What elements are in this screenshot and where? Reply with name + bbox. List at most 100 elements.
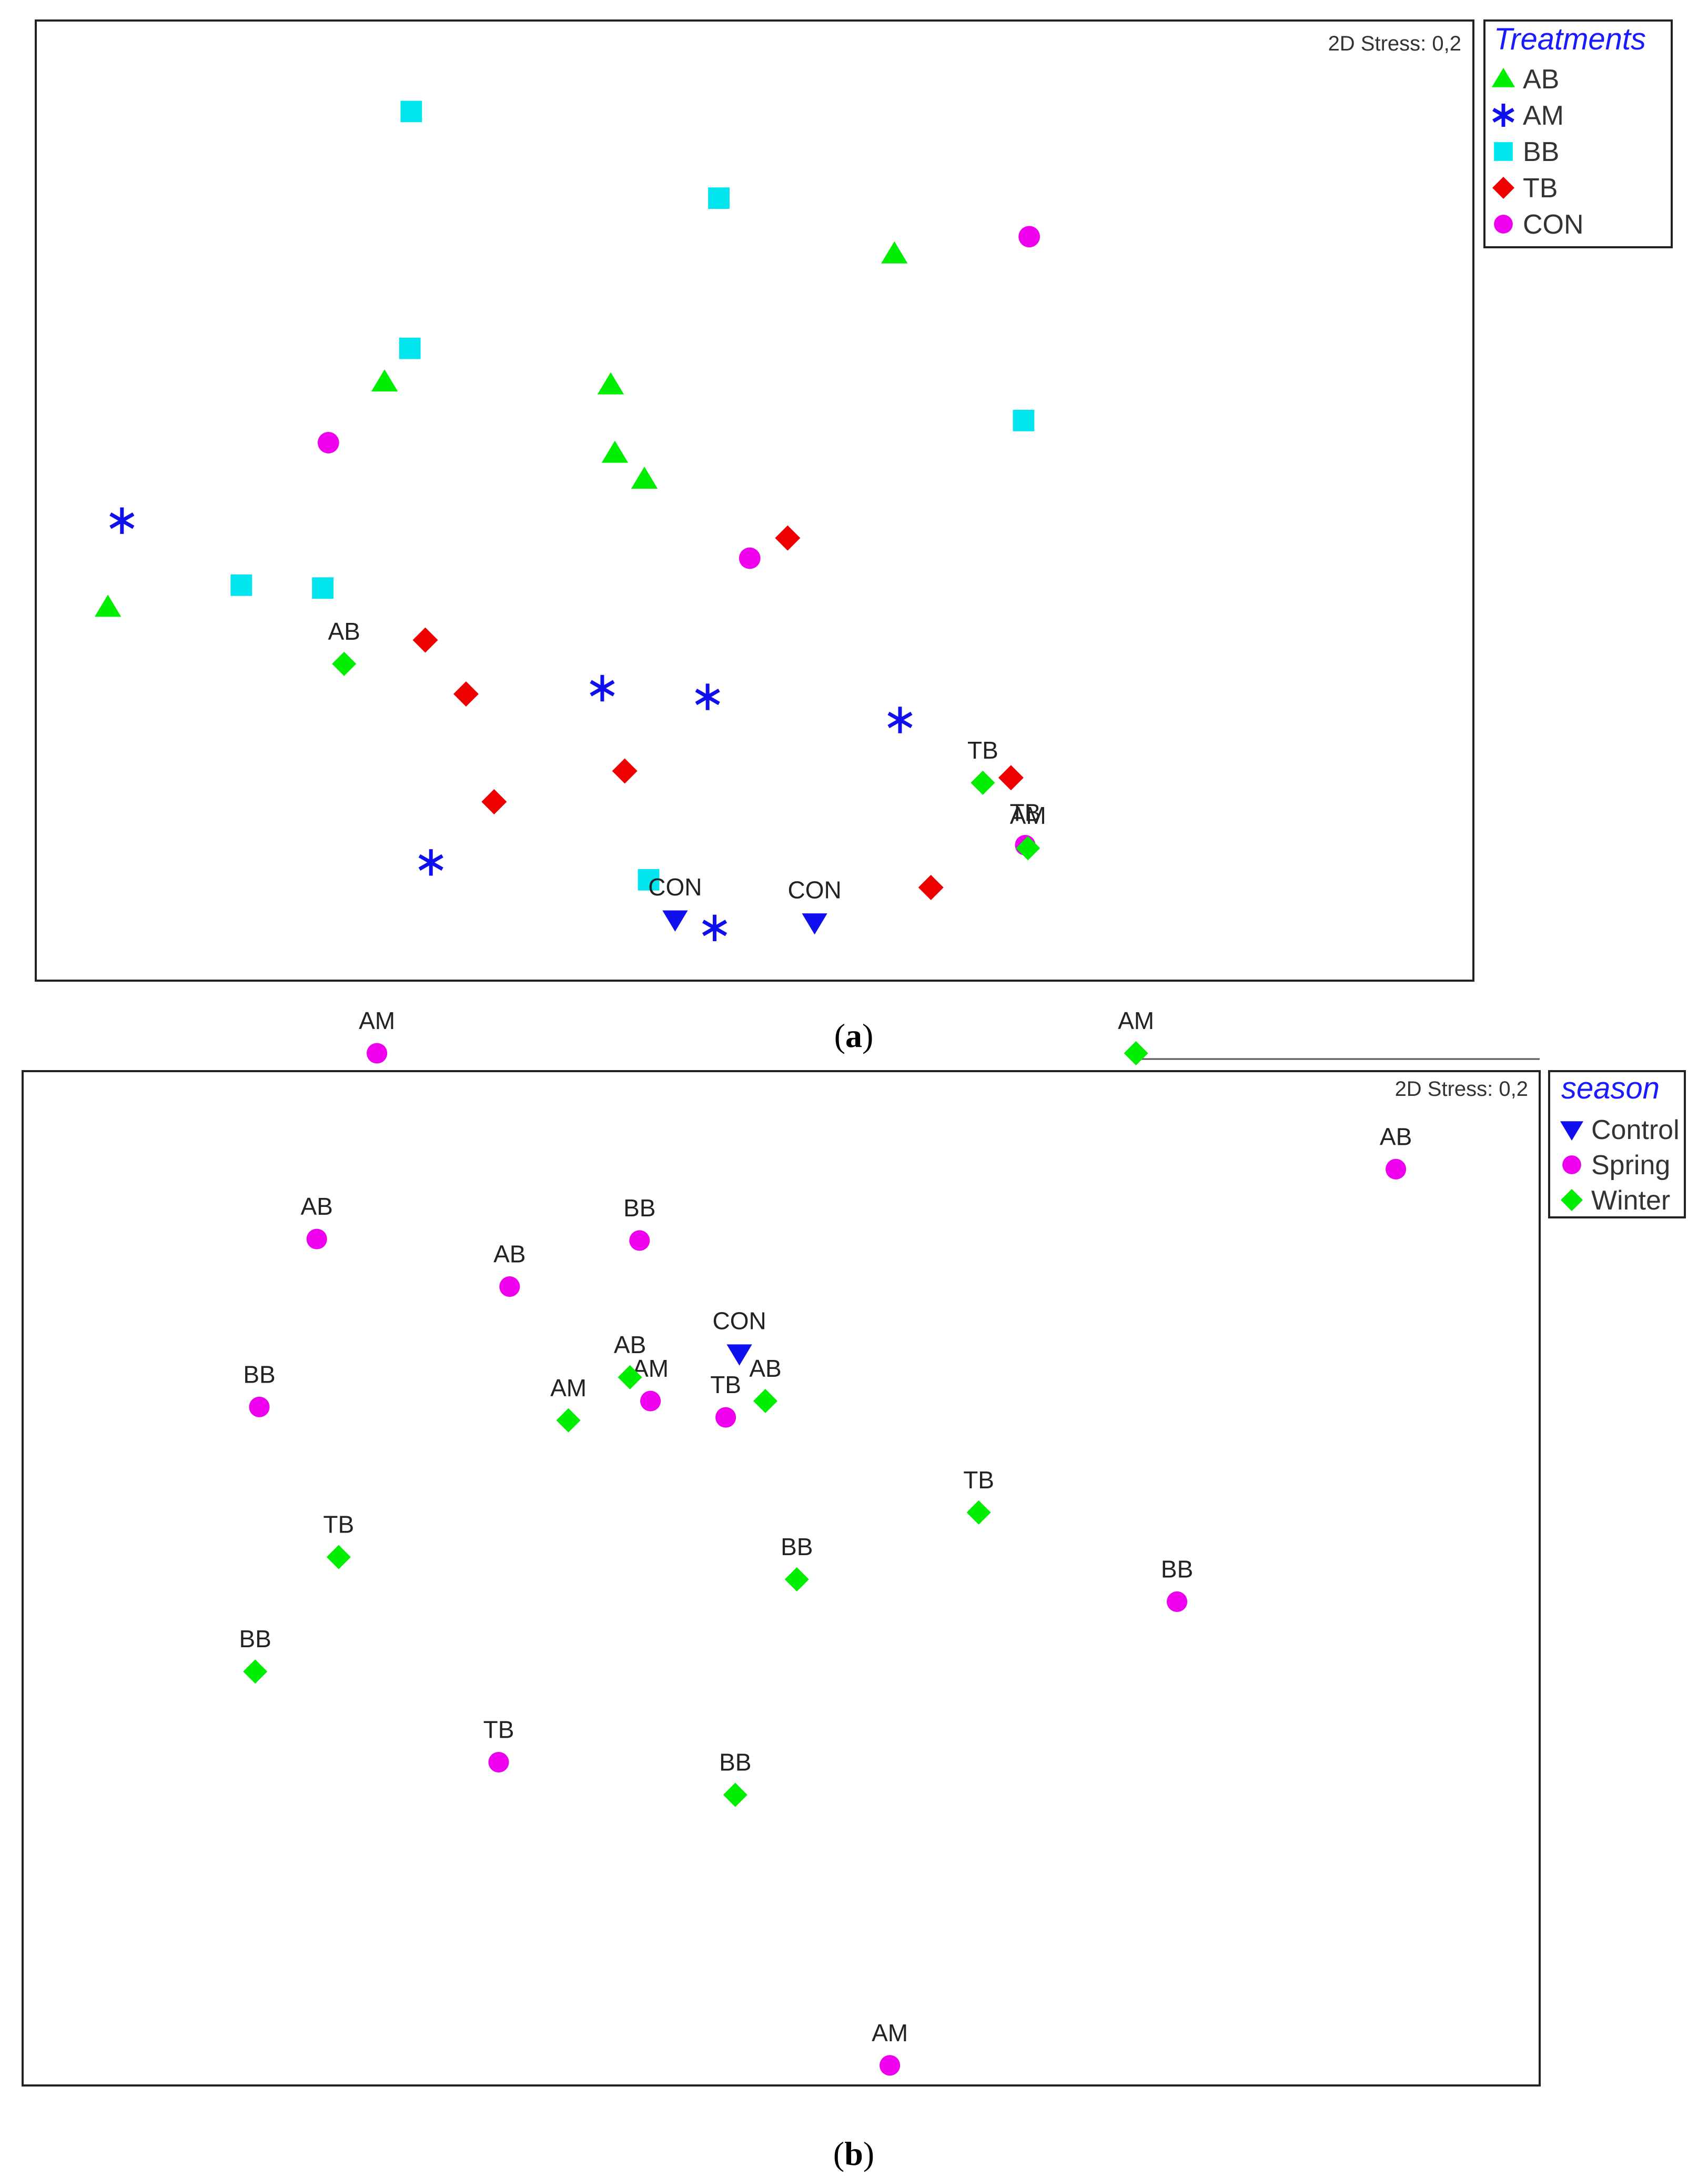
panel-a-point-con-1 xyxy=(317,432,339,453)
panel-a-legend-con-icon xyxy=(1494,215,1513,234)
panel-b-point-winter-10 xyxy=(243,1659,268,1684)
panel-b-point-label-spring-10: TB xyxy=(483,1716,514,1743)
panel-b-point-winter-0 xyxy=(332,651,357,676)
panel-a-legend-bb-icon xyxy=(1494,142,1513,161)
panel-b-point-label-winter-5: AB xyxy=(749,1355,781,1382)
panel-a-point-tb-1 xyxy=(412,627,438,653)
panel-b-point-spring-5 xyxy=(629,1230,650,1251)
panel-b-point-spring-9 xyxy=(1167,1591,1188,1612)
panel-a-point-con-0 xyxy=(1018,226,1040,248)
panel-a-point-bb-6 xyxy=(312,577,334,599)
panel-b-point-spring-3 xyxy=(306,1228,327,1249)
panel-a-point-tb-3 xyxy=(998,765,1024,791)
panel-a-point-bb-3 xyxy=(399,337,421,359)
panel-b-stress-label: 2D Stress: 0,2 xyxy=(1395,1077,1528,1101)
panel-b-point-label-winter-0: AB xyxy=(328,618,360,645)
panel-b-point-label-winter-6: AM xyxy=(550,1374,587,1402)
panel-a-legend-ab-icon xyxy=(1491,68,1515,87)
panel-a-point-bb-4 xyxy=(1013,409,1035,431)
panel-b-point-winter-8 xyxy=(326,1545,351,1569)
panel-b-legend-spring-label: Spring xyxy=(1591,1150,1670,1181)
panel-b-plot-frame xyxy=(22,1070,1541,2087)
panel-a-legend-con-label: CON xyxy=(1523,209,1584,240)
panel-b-point-winter-2 xyxy=(1016,836,1040,861)
panel-a-legend-title: Treatments xyxy=(1494,22,1646,56)
panel-b-point-winter-9 xyxy=(784,1567,809,1592)
panel-b-point-winter-11 xyxy=(723,1782,747,1807)
panel-a-legend-frame xyxy=(1483,19,1673,248)
panel-a-point-tb-6 xyxy=(918,874,944,900)
panel-a-point-tb-5 xyxy=(612,758,638,784)
panel-a-legend-tb-icon xyxy=(1492,177,1514,199)
panel-b-point-label-spring-0: TB xyxy=(1010,799,1041,827)
panel-b-legend-control-icon xyxy=(1560,1121,1584,1141)
panel-b-point-label-winter-2: AM xyxy=(1010,802,1046,829)
panel-b-point-label-winter-7: TB xyxy=(963,1466,994,1494)
panel-a-point-ab-3 xyxy=(601,440,629,463)
panel-b-point-winter-7 xyxy=(966,1500,991,1525)
panel-b-legend-title: season xyxy=(1561,1071,1660,1105)
panel-a-legend: Treatments AB AM BB TB CON xyxy=(1483,19,1673,248)
panel-b-point-spring-6 xyxy=(249,1396,270,1417)
panel-b-point-spring-11 xyxy=(880,2055,901,2076)
panel-b-point-control-1 xyxy=(802,913,827,935)
panel-a-legend-ab-label: AB xyxy=(1523,64,1559,95)
panel-a-caption: (a) xyxy=(834,1017,874,1054)
panel-a-point-am-4 xyxy=(590,674,615,702)
panel-b-caption: (b) xyxy=(833,2135,874,2172)
panel-b-point-spring-1 xyxy=(367,1043,388,1064)
panel-a-point-ab-4 xyxy=(371,369,398,392)
panel-a-point-tb-4 xyxy=(453,681,479,707)
panel-b-point-label-spring-9: BB xyxy=(1161,1555,1193,1583)
panel-b-point-label-winter-3: AM xyxy=(1118,1007,1154,1034)
panel-b-points xyxy=(243,651,1407,2076)
panel-a-point-ab-1 xyxy=(597,372,624,395)
panel-b-legend: season Control Spring Winter xyxy=(1548,1070,1686,1218)
panel-a-point-am-3 xyxy=(887,707,913,733)
panel-b-point-winter-5 xyxy=(753,1389,777,1414)
panel-b-point-label-winter-8: TB xyxy=(323,1511,354,1538)
panel-a-point-bb-1 xyxy=(708,187,730,209)
panel-a-point-ab-2 xyxy=(631,467,658,489)
panel-b-point-label-spring-2: AB xyxy=(1380,1123,1412,1150)
panel-a-legend-am-icon xyxy=(1492,103,1514,127)
panel-a-point-am-2 xyxy=(695,683,720,710)
panel-b-point-winter-4 xyxy=(618,1365,642,1389)
panel-b-legend-spring-icon xyxy=(1562,1155,1581,1174)
panel-a-legend-tb-label: TB xyxy=(1523,173,1558,204)
panel-b-point-spring-4 xyxy=(499,1276,520,1297)
panel-b-point-label-winter-11: BB xyxy=(719,1749,751,1776)
panel-a-plot-frame xyxy=(35,19,1474,982)
panel-b-point-label-spring-3: AB xyxy=(301,1193,333,1220)
panel-b-point-label-control-1: CON xyxy=(787,876,841,903)
panel-b-point-winter-1 xyxy=(971,770,995,795)
panel-b-point-winter-6 xyxy=(556,1408,581,1433)
panel-a-point-con-2 xyxy=(739,547,761,569)
panel-b-point-label-control-0: CON xyxy=(648,873,702,901)
panel-b-point-spring-10 xyxy=(488,1751,509,1773)
panel-b-point-label-winter-1: TB xyxy=(967,737,998,764)
panel-b-point-label-spring-6: BB xyxy=(243,1360,275,1388)
panel-b-point-spring-7 xyxy=(640,1390,661,1412)
panel-a-legend-am-label: AM xyxy=(1523,100,1564,131)
panel-a-point-ab-5 xyxy=(94,594,122,617)
panel-b-point-label-spring-11: AM xyxy=(872,2019,908,2047)
panel-b-point-winter-3 xyxy=(1124,1041,1148,1065)
panel-a-point-tb-2 xyxy=(481,789,507,815)
panel-b-legend-control-label: Control xyxy=(1591,1115,1680,1145)
panel-a-legend-bb-label: BB xyxy=(1523,137,1559,167)
panel-a-point-am-0 xyxy=(109,507,135,534)
panel-b-point-label-control-2: CON xyxy=(712,1307,766,1335)
panel-b-point-label-winter-4: AB xyxy=(614,1331,646,1358)
panel-a-point-bb-0 xyxy=(400,100,422,123)
panel-b-point-label-spring-8: TB xyxy=(710,1371,741,1398)
panel-a-nmds-plot: 2D Stress: 0,2 Treatments AB AM BB TB CON (a… xyxy=(35,19,1673,1054)
panel-b-point-spring-2 xyxy=(1386,1158,1407,1180)
panel-a-point-tb-0 xyxy=(775,525,801,551)
panel-b-point-control-0 xyxy=(662,910,688,932)
panel-b-point-control-2 xyxy=(726,1344,752,1366)
panel-a-point-bb-2 xyxy=(638,869,660,891)
